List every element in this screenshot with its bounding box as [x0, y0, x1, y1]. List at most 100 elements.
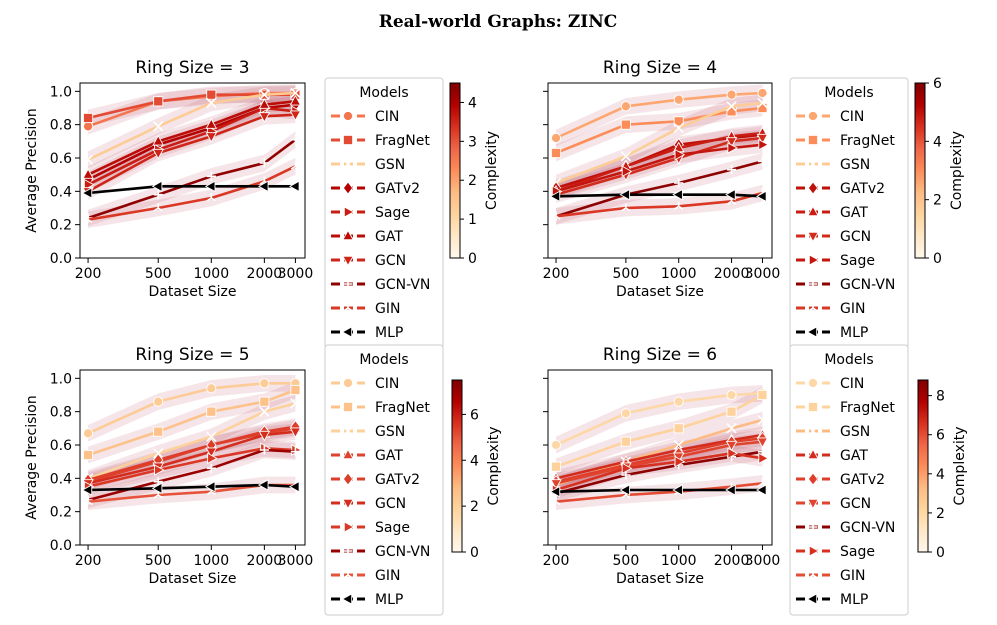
y-tick-label: 1.0 — [50, 371, 72, 387]
data-point — [621, 470, 631, 480]
legend-marker — [343, 570, 353, 579]
confidence-band — [88, 395, 296, 487]
data-point — [726, 423, 737, 434]
confidence-band — [88, 106, 296, 200]
legend-item: FragNet — [796, 133, 895, 149]
confidence-band — [556, 433, 763, 492]
data-point — [757, 156, 768, 166]
x-axis-label: Dataset Size — [148, 284, 236, 300]
data-point — [673, 94, 684, 105]
data-point — [289, 94, 302, 106]
legend-marker — [807, 472, 819, 486]
colorbar: 0 1 2 3 4 Complexity — [449, 82, 500, 267]
colorbar-gradient — [914, 82, 926, 259]
legend-marker — [808, 570, 818, 579]
x-tick-label: 1000 — [193, 266, 229, 282]
legend-marker — [808, 303, 818, 312]
data-point — [83, 112, 94, 124]
legend-item: GCN — [796, 229, 871, 245]
colorbar-tick-label: 6 — [470, 407, 479, 423]
data-point — [674, 201, 684, 210]
data-point — [726, 89, 737, 100]
series-fragnet — [550, 389, 768, 472]
colorbar-tick-label: 3 — [468, 134, 477, 150]
legend-label: FragNet — [375, 133, 430, 149]
legend-label: GSN — [375, 424, 405, 440]
legend-marker — [342, 255, 354, 267]
x-tick-label: 500 — [613, 266, 640, 282]
data-point — [727, 447, 739, 460]
legend-marker — [342, 472, 354, 486]
y-tick-label: 0.2 — [50, 505, 72, 521]
legend-marker — [342, 448, 354, 460]
x-tick-label: 1000 — [661, 266, 697, 282]
legend-item: GATv2 — [796, 181, 885, 197]
colorbar-gradient — [449, 82, 461, 259]
data-point — [83, 449, 94, 461]
x-axis-label: Dataset Size — [616, 284, 704, 300]
colorbar-tick-label: 0 — [936, 545, 945, 561]
legend-label: GIN — [840, 301, 865, 317]
legend-label: CIN — [840, 109, 864, 125]
x-tick-label: 2000 — [714, 553, 750, 569]
legend-label: CIN — [375, 376, 399, 392]
legend-label: GCN — [375, 496, 406, 512]
x-tick-label: 500 — [145, 553, 172, 569]
colorbar-tick-label: 2 — [933, 193, 942, 209]
legend-label: Sage — [840, 253, 875, 269]
legend-label: GIN — [375, 568, 400, 584]
colorbar-tick-label: 4 — [933, 134, 942, 150]
legend-item: GIN — [796, 568, 865, 584]
colorbar-tick-label: 0 — [933, 251, 942, 267]
colorbar-tick-label: 4 — [936, 467, 945, 483]
data-point — [153, 190, 163, 200]
data-point — [619, 484, 631, 496]
legend-item: MLP — [331, 325, 403, 341]
data-point — [757, 87, 768, 99]
legend-title: Models — [359, 85, 408, 101]
data-point — [726, 389, 737, 401]
legend-item: CIN — [331, 376, 399, 392]
legend-label: Sage — [840, 544, 875, 560]
data-point — [81, 484, 93, 496]
legend-item: MLP — [796, 325, 868, 341]
x-tick-label: 500 — [613, 553, 640, 569]
legend-item: GCN-VN — [331, 544, 430, 560]
confidence-band — [556, 153, 763, 225]
data-point — [153, 477, 163, 487]
legend-marker — [807, 377, 819, 389]
legend-label: GSN — [840, 157, 870, 173]
data-point — [289, 110, 302, 122]
legend-label: GAT — [840, 205, 868, 221]
data-point — [259, 396, 270, 407]
x-tick-label: 1000 — [661, 553, 697, 569]
colorbar-label: Complexity — [484, 131, 500, 210]
legend-label: MLP — [375, 592, 403, 608]
colorbar-gradient — [917, 379, 929, 553]
colorbar: 0 2 4 6 Complexity — [914, 76, 965, 267]
colorbar-tick-label: 2 — [936, 506, 945, 522]
x-tick-label: 200 — [543, 266, 570, 282]
data-point — [619, 188, 631, 201]
data-point — [726, 165, 737, 175]
data-point — [550, 461, 562, 472]
data-point — [83, 497, 93, 506]
legend-item: MLP — [331, 592, 403, 608]
legend-label: GCN — [375, 253, 406, 269]
colorbar-tick-label: 6 — [936, 428, 945, 444]
x-tick-label: 1000 — [193, 553, 229, 569]
data-point — [620, 119, 631, 130]
data-point — [672, 484, 683, 496]
colorbar-label: Complexity — [952, 426, 968, 505]
legend-marker — [807, 401, 819, 413]
legend-item: GCN-VN — [796, 520, 895, 536]
series-cin — [550, 388, 768, 451]
legend-marker — [342, 229, 354, 241]
data-point — [673, 122, 684, 134]
data-point — [206, 431, 217, 442]
data-point — [673, 396, 684, 407]
x-tick-label: 2000 — [714, 266, 750, 282]
